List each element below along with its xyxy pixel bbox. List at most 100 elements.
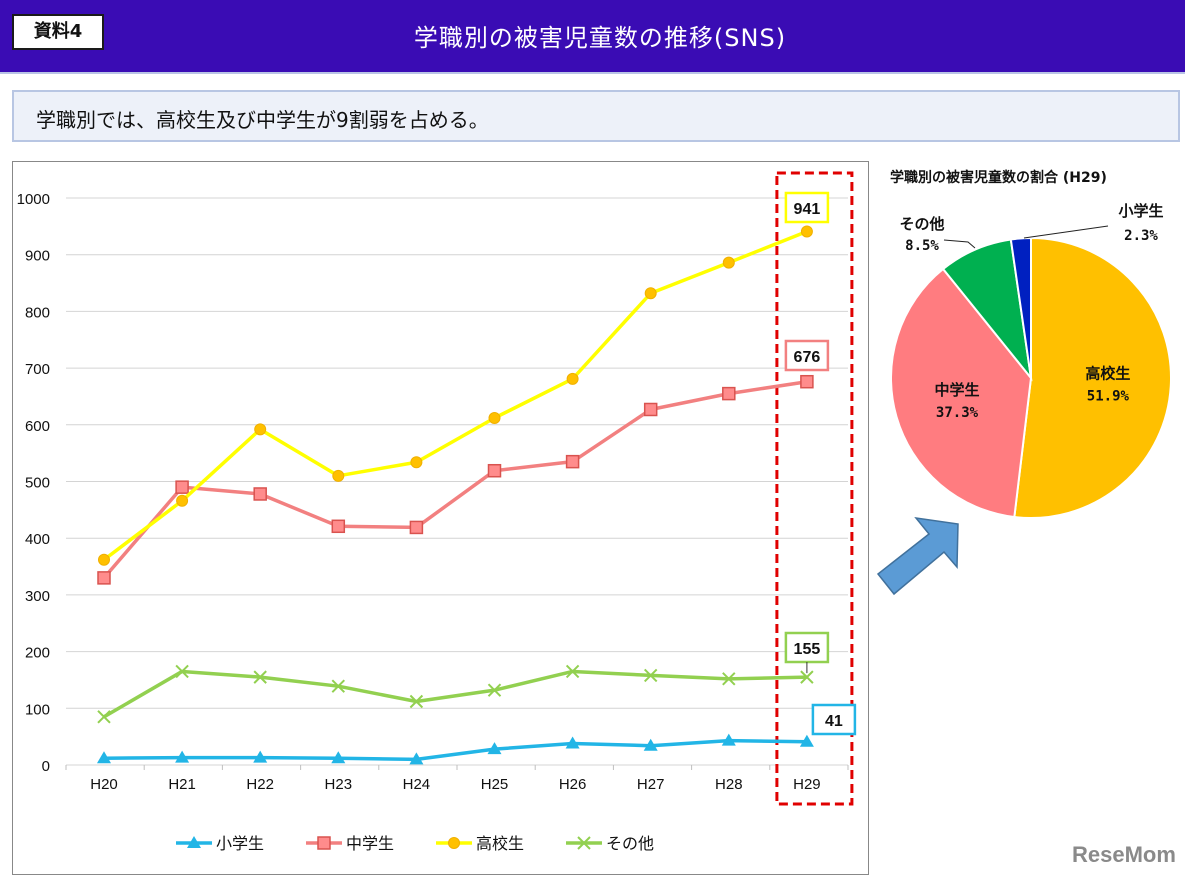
data-point <box>487 683 502 697</box>
pie-slice <box>1013 236 1172 519</box>
slice-value-label: 2.3% <box>1124 228 1158 244</box>
data-point <box>800 670 814 684</box>
legend-marker <box>317 836 331 850</box>
y-tick-label: 600 <box>25 418 50 435</box>
x-tick-label: H24 <box>403 776 431 793</box>
legend-marker <box>187 836 201 848</box>
arrow-icon <box>876 516 959 596</box>
slice-label: その他 <box>899 215 944 233</box>
slice-label: 中学生 <box>934 381 979 399</box>
y-tick-label: 0 <box>42 758 50 775</box>
pie-title: 学職別の被害児童数の割合 (H29) <box>890 169 1107 186</box>
pie-slice <box>890 267 1033 519</box>
data-point <box>253 750 268 763</box>
x-tick-label: H27 <box>637 776 665 793</box>
slice-leader-line <box>1023 225 1109 239</box>
data-label: 941 <box>794 201 821 218</box>
legend-marker <box>577 836 591 850</box>
data-point <box>175 750 190 763</box>
y-tick-label: 200 <box>25 645 50 662</box>
data-point <box>176 494 189 507</box>
data-point <box>253 487 267 501</box>
data-point <box>566 372 579 385</box>
data-point <box>722 672 736 686</box>
legend-label: その他 <box>606 834 654 853</box>
slice-value-label: 37.3% <box>936 405 979 421</box>
data-point <box>98 553 110 566</box>
y-tick-label: 800 <box>25 304 50 321</box>
pie-slice <box>1009 236 1032 379</box>
data-point <box>643 738 658 751</box>
watermark-logo: ReseMom <box>1072 842 1176 867</box>
data-point <box>254 423 267 436</box>
y-tick-label: 100 <box>25 701 50 718</box>
data-point <box>565 454 580 469</box>
y-tick-label: 300 <box>25 588 50 605</box>
data-point <box>721 733 736 746</box>
slice-label: 高校生 <box>1085 365 1130 383</box>
data-point <box>331 679 346 693</box>
legend-marker <box>448 837 460 849</box>
data-label: 676 <box>794 349 821 366</box>
data-point <box>331 751 346 764</box>
y-tick-label: 400 <box>25 531 50 548</box>
series-line <box>102 379 808 580</box>
data-point <box>800 225 813 238</box>
x-tick-label: H23 <box>325 776 353 793</box>
data-label-box <box>784 191 830 224</box>
x-tick-label: H26 <box>559 776 587 793</box>
data-point <box>409 520 424 535</box>
data-point <box>332 469 345 482</box>
y-tick-label: 900 <box>25 248 50 265</box>
data-point <box>409 694 424 709</box>
data-point <box>409 752 424 765</box>
data-point <box>644 287 657 300</box>
data-point <box>175 664 189 679</box>
page-title: 学職別の被害児童数の推移(SNS) <box>413 24 787 52</box>
data-point <box>331 519 346 534</box>
header-divider <box>0 72 1185 74</box>
summary-box: 学職別では、高校生及び中学生が9割弱を占める。 <box>12 90 1180 142</box>
slice-label: 小学生 <box>1118 202 1163 220</box>
data-point <box>487 742 502 755</box>
data-point <box>643 668 658 683</box>
legend-label: 高校生 <box>476 834 524 853</box>
data-label-box <box>811 703 857 736</box>
data-point <box>800 374 814 389</box>
data-point <box>488 411 501 424</box>
x-tick-label: H25 <box>481 776 509 793</box>
slice-leader-line <box>943 239 976 249</box>
data-point <box>175 480 189 494</box>
data-point <box>722 256 735 269</box>
data-point <box>97 710 111 724</box>
data-point <box>97 751 111 764</box>
legend-label: 中学生 <box>346 834 394 853</box>
x-tick-label: H28 <box>715 776 743 793</box>
data-point <box>799 734 814 747</box>
x-tick-label: H20 <box>90 776 118 793</box>
highlight-box <box>775 171 854 806</box>
header-bar: 資料4 学職別の被害児童数の推移(SNS) <box>0 0 1185 72</box>
data-point <box>565 664 580 679</box>
y-tick-label: 500 <box>25 475 50 492</box>
document-label: 資料4 <box>12 14 104 50</box>
series-line <box>102 229 808 562</box>
x-tick-label: H29 <box>793 776 821 793</box>
y-tick-label: 700 <box>25 361 50 378</box>
data-point <box>410 456 423 469</box>
data-label-box <box>784 339 830 372</box>
data-point <box>643 402 658 417</box>
data-label: 41 <box>825 713 843 730</box>
y-tick-label: 1000 <box>17 191 50 208</box>
legend-label: 小学生 <box>216 834 264 853</box>
x-tick-label: H22 <box>246 776 274 793</box>
series-line <box>103 738 807 762</box>
data-point <box>565 736 580 749</box>
summary-text: 学職別では、高校生及び中学生が9割弱を占める。 <box>36 108 489 132</box>
data-point <box>97 571 111 585</box>
data-point <box>253 670 267 684</box>
data-point <box>722 386 736 401</box>
slice-value-label: 8.5% <box>905 238 939 254</box>
